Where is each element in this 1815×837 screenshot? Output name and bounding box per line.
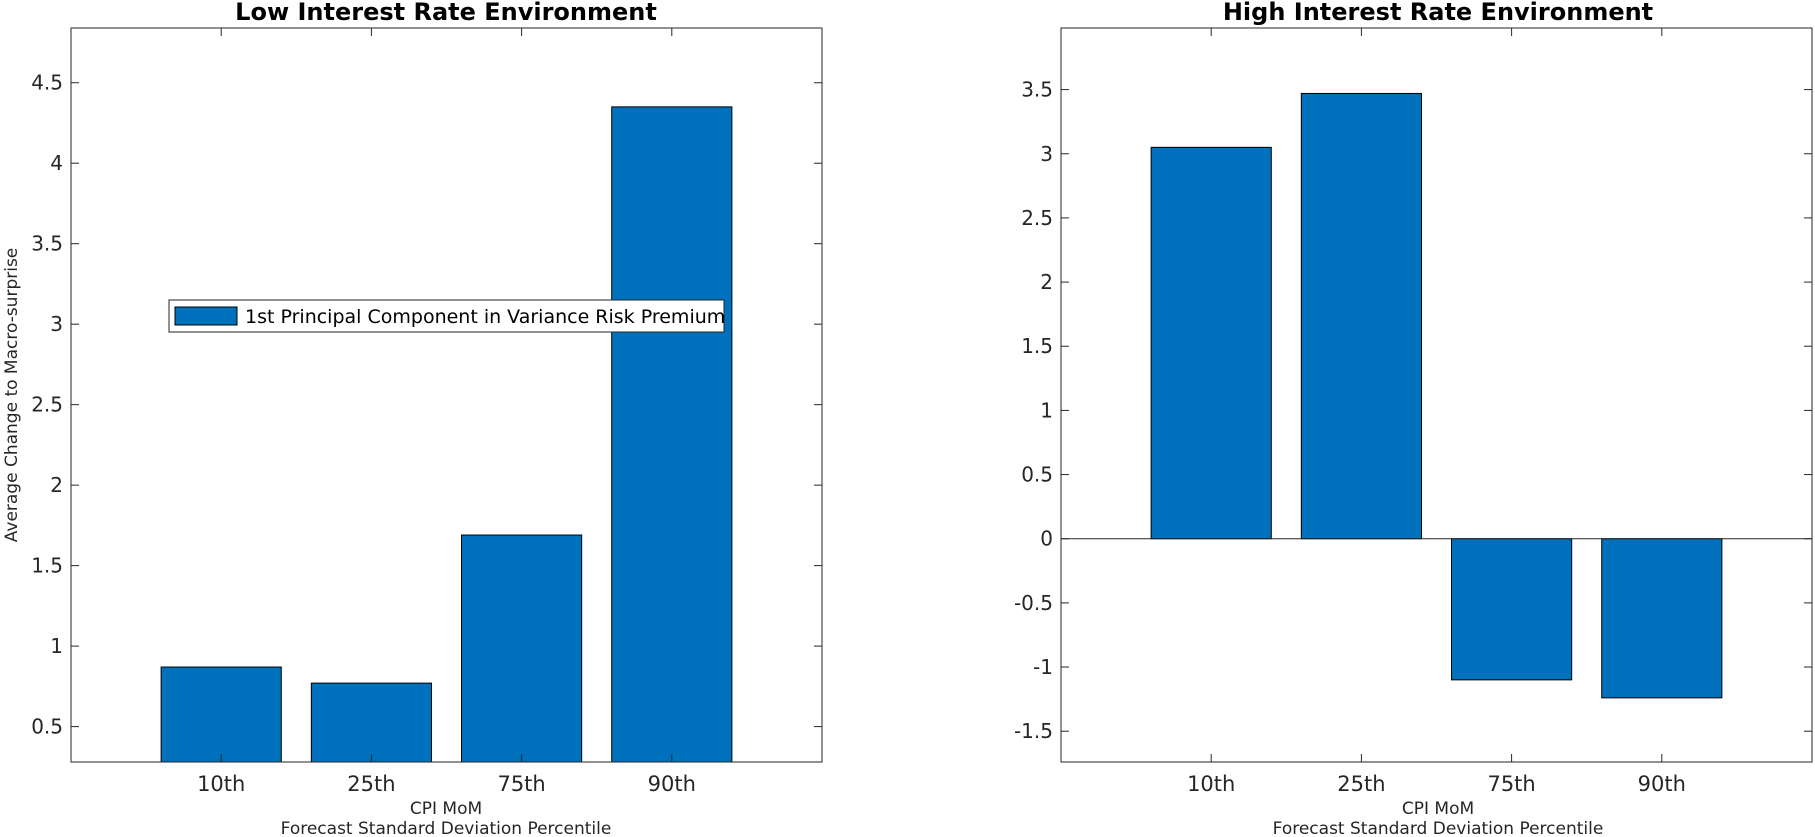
y-tick-label: 0.5 <box>1021 463 1053 487</box>
chart-title: Low Interest Rate Environment <box>235 0 657 26</box>
y-axis-label: Average Change to Macro-surprise <box>2 248 22 543</box>
x-axis-label-line1: CPI MoM <box>1402 799 1474 819</box>
legend-label: 1st Principal Component in Variance Risk… <box>245 306 725 328</box>
x-tick-label: 25th <box>1337 772 1385 796</box>
bar-75th <box>1451 538 1573 681</box>
bar-25th <box>310 682 432 763</box>
y-tick-label: 2 <box>1040 270 1053 294</box>
bar-10th <box>160 666 282 763</box>
y-tick-label: 4 <box>50 151 63 175</box>
bar-series <box>1150 92 1723 699</box>
bar-series <box>160 106 733 763</box>
x-tick-label: 75th <box>497 772 545 796</box>
y-tick-label: 1.5 <box>31 554 63 578</box>
bar-90th <box>611 106 733 763</box>
x-axis-label-line2: Forecast Standard Deviation Percentile <box>281 819 612 837</box>
y-tick-label: 2.5 <box>31 393 63 417</box>
y-tick-label: 3.5 <box>1021 78 1053 102</box>
x-tick-label: 90th <box>648 772 696 796</box>
x-tick-label: 10th <box>197 772 245 796</box>
y-tick-label: 2.5 <box>1021 206 1053 230</box>
x-tick-label: 90th <box>1638 772 1686 796</box>
legend: 1st Principal Component in Variance Risk… <box>168 299 725 333</box>
chart-low-rate: Low Interest Rate Environment 0.5 1 1.5 2 2.… <box>2 0 823 837</box>
x-axis: 10th 25th 75th 90th <box>1187 28 1686 796</box>
y-tick-label: 4.5 <box>31 71 63 95</box>
x-axis-label-line1: CPI MoM <box>410 799 482 819</box>
y-axis: 0.5 1 1.5 2 2.5 3 3.5 4 4.5 <box>31 71 822 739</box>
legend-box <box>168 299 725 333</box>
y-tick-label: 1 <box>1040 398 1053 422</box>
y-tick-label: 3.5 <box>31 232 63 256</box>
bar-90th <box>1601 538 1723 699</box>
x-axis: 10th 25th 75th 90th <box>197 28 696 796</box>
y-tick-label: 0 <box>1040 527 1053 551</box>
y-tick-label: 3 <box>1040 142 1053 166</box>
y-tick-label: -1 <box>1033 655 1053 679</box>
chart-high-rate: High Interest Rate Environment -1.5 -1 -0.… <box>1014 0 1813 837</box>
x-tick-label: 75th <box>1487 772 1535 796</box>
chart-title: High Interest Rate Environment <box>1223 0 1653 26</box>
y-tick-label: 3 <box>50 312 63 336</box>
x-axis-label-line2: Forecast Standard Deviation Percentile <box>1273 819 1604 837</box>
x-tick-label: 10th <box>1187 772 1235 796</box>
bar-10th <box>1150 146 1272 540</box>
x-tick-label: 25th <box>347 772 395 796</box>
legend-swatch <box>174 306 238 326</box>
bar-25th <box>1300 92 1422 540</box>
y-tick-label: -1.5 <box>1014 719 1053 743</box>
y-tick-label: 1.5 <box>1021 334 1053 358</box>
y-tick-label: 1 <box>50 634 63 658</box>
plot-frame <box>1060 27 1813 763</box>
plot-frame <box>70 27 823 763</box>
y-tick-label: 0.5 <box>31 715 63 739</box>
y-tick-label: -0.5 <box>1014 591 1053 615</box>
bar-75th <box>461 534 583 763</box>
y-tick-label: 2 <box>50 473 63 497</box>
y-axis: -1.5 -1 -0.5 0 0.5 1 1.5 2 2.5 3 3.5 <box>1014 78 1812 743</box>
